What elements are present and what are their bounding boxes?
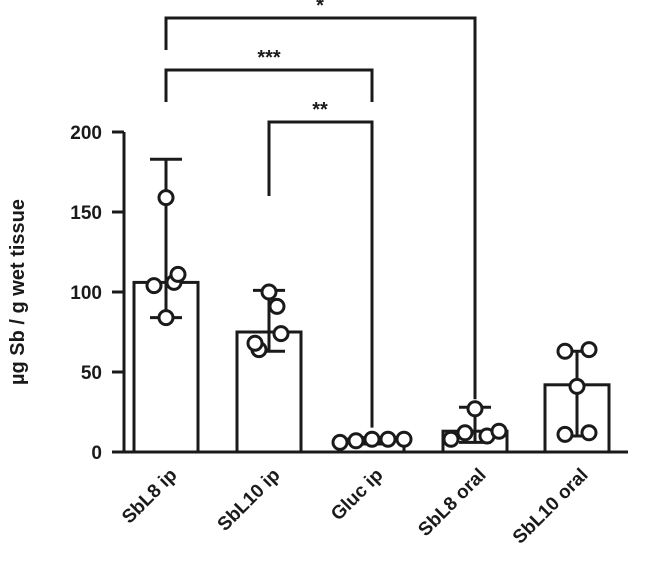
significance-bracket: [164, 16, 477, 400]
data-point: [157, 189, 175, 207]
data-point: [169, 265, 187, 283]
data-point: [580, 341, 598, 359]
x-category-label: SbL8 oral: [414, 465, 490, 541]
data-point: [331, 433, 349, 451]
data-point: [442, 430, 460, 448]
data-point: [490, 422, 508, 440]
data-point: [272, 325, 290, 343]
data-point: [347, 432, 365, 450]
data-point: [363, 430, 381, 448]
data-point: [556, 425, 574, 443]
data-point: [379, 430, 397, 448]
significance-bracket: [267, 120, 374, 428]
y-tick-label: 50: [81, 363, 102, 384]
significance-label: **: [312, 99, 328, 121]
y-tick-label: 100: [70, 283, 102, 304]
data-point: [580, 424, 598, 442]
y-tick-label: 0: [91, 443, 102, 464]
x-category-label: SbL10 ip: [214, 465, 285, 536]
data-point: [568, 377, 586, 395]
y-axis-label: µg Sb / g wet tissue: [7, 199, 29, 385]
x-category-label: SbL8 ip: [118, 465, 181, 528]
data-point: [268, 297, 286, 315]
significance-label: *: [316, 0, 324, 17]
data-point: [246, 334, 264, 352]
significance-brackets: ******: [164, 0, 477, 428]
significance-bracket: [164, 68, 374, 102]
x-category-label: Gluc ip: [327, 465, 387, 525]
y-ticks: 0 50 100 150 200: [70, 123, 124, 464]
data-points: [145, 189, 598, 451]
data-point: [395, 430, 413, 448]
data-point: [456, 424, 474, 442]
data-point: [145, 277, 163, 295]
data-point: [556, 342, 574, 360]
y-tick-label: 200: [70, 123, 102, 144]
data-point: [466, 400, 484, 418]
significance-label: ***: [257, 47, 281, 69]
y-tick-label: 150: [70, 203, 102, 224]
data-point: [157, 309, 175, 327]
x-categories: SbL8 ip SbL10 ip Gluc ip SbL8 oral SbL10 ora…: [118, 465, 592, 549]
x-category-label: SbL10 oral: [509, 465, 593, 549]
data-point: [260, 283, 278, 301]
